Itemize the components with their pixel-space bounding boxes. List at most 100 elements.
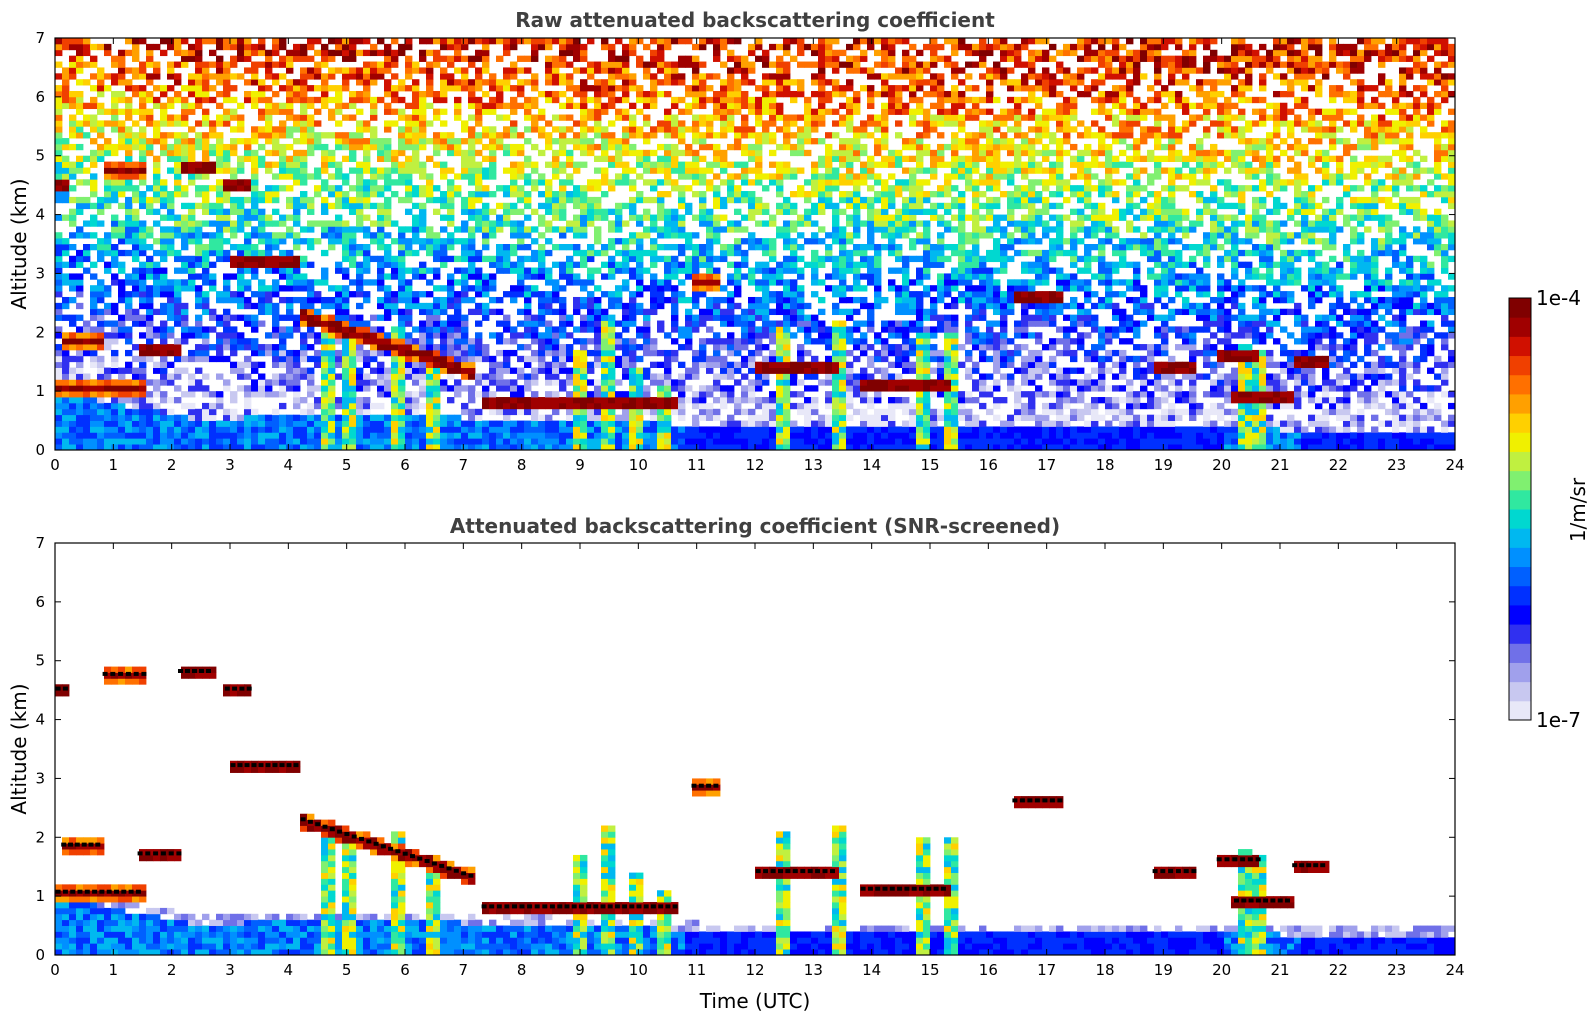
heatmap-cell [335, 238, 343, 245]
heatmap-cell [531, 338, 539, 345]
heatmap-cell [594, 114, 602, 121]
heatmap-cell [566, 414, 574, 421]
heatmap-cell [762, 432, 770, 439]
heatmap-cell [174, 296, 182, 304]
heatmap-cell [321, 149, 329, 157]
heatmap-cell [342, 67, 350, 74]
heatmap-cell [552, 173, 560, 180]
heatmap-cell [580, 226, 588, 233]
heatmap-cell [650, 308, 658, 316]
heatmap-cell [657, 49, 665, 57]
heatmap-cell [279, 55, 287, 62]
heatmap-cell [629, 320, 637, 327]
heatmap-cell [657, 155, 665, 162]
heatmap-cell [342, 373, 350, 380]
heatmap-cell [349, 49, 357, 57]
heatmap-cell [139, 397, 147, 404]
heatmap-cell [174, 114, 182, 121]
heatmap-cell [608, 73, 616, 80]
heatmap-cell [125, 349, 133, 357]
heatmap-cell [657, 361, 665, 368]
heatmap-cell [545, 267, 553, 274]
heatmap-cell [636, 261, 644, 268]
heatmap-cell [174, 385, 182, 392]
heatmap-cell [629, 255, 637, 263]
heatmap-cell [293, 49, 301, 57]
heatmap-cell [692, 314, 700, 321]
heatmap-cell [398, 296, 406, 304]
heatmap-cell [615, 73, 623, 80]
heatmap-cell [475, 138, 483, 145]
heatmap-cell [426, 379, 434, 386]
heatmap-cell [461, 202, 469, 210]
heatmap-cell [734, 108, 742, 115]
heatmap-cell [90, 344, 98, 351]
heatmap-cell [678, 291, 686, 298]
heatmap-cell [489, 85, 497, 92]
heatmap-cell [293, 55, 301, 62]
heatmap-cell [209, 85, 217, 92]
heatmap-cell [573, 55, 581, 62]
heatmap-cell [671, 397, 679, 404]
heatmap-cell [433, 90, 441, 98]
heatmap-cell [468, 385, 476, 392]
heatmap-cell [286, 202, 294, 210]
heatmap-cell [377, 167, 385, 174]
heatmap-cell [181, 402, 189, 410]
heatmap-cell [146, 261, 154, 268]
heatmap-cell [426, 332, 434, 339]
heatmap-cell [713, 414, 721, 421]
heatmap-cell [664, 43, 672, 51]
heatmap-cell [629, 114, 637, 121]
heatmap-cell [202, 420, 210, 427]
heatmap-cell [447, 314, 455, 321]
heatmap-cell [671, 296, 679, 304]
heatmap-cell [377, 173, 385, 180]
heatmap-cell [587, 408, 595, 416]
heatmap-cell [664, 61, 672, 68]
heatmap-cell [391, 332, 399, 339]
heatmap-cell [433, 255, 441, 263]
heatmap-cell [139, 361, 147, 368]
heatmap-cell [62, 402, 70, 410]
heatmap-cell [545, 279, 553, 286]
heatmap-cell [608, 143, 616, 151]
heatmap-cell [195, 320, 203, 327]
heatmap-cell [377, 155, 385, 162]
heatmap-cell [524, 361, 532, 368]
heatmap-cell [538, 308, 546, 316]
heatmap-cell [195, 367, 203, 374]
heatmap-cell [608, 96, 616, 104]
heatmap-cell [188, 432, 196, 439]
heatmap-cell [594, 402, 602, 410]
heatmap-cell [545, 143, 553, 151]
heatmap-cell [531, 226, 539, 233]
heatmap-cell [475, 285, 483, 292]
heatmap-cell [706, 408, 714, 416]
heatmap-cell [517, 191, 525, 198]
heatmap-cell [62, 302, 70, 310]
heatmap-cell [335, 202, 343, 210]
heatmap-cell [573, 161, 581, 168]
heatmap-cell [265, 261, 273, 268]
heatmap-cell [580, 149, 588, 157]
heatmap-cell [342, 238, 350, 245]
heatmap-cell [433, 349, 441, 357]
heatmap-cell [279, 155, 287, 162]
heatmap-cell [384, 43, 392, 51]
heatmap-cell [125, 426, 133, 433]
heatmap-cell [244, 432, 252, 439]
heatmap-cell [405, 296, 413, 304]
heatmap-cell [188, 102, 196, 110]
heatmap-cell [531, 43, 539, 51]
heatmap-cell [237, 373, 245, 380]
heatmap-cell [489, 285, 497, 292]
heatmap-cell [580, 220, 588, 227]
heatmap-cell [643, 308, 651, 316]
heatmap-cell [489, 432, 497, 439]
heatmap-cell [769, 397, 777, 404]
heatmap-cell [125, 214, 133, 221]
heatmap-cell [104, 373, 112, 380]
heatmap-cell [447, 238, 455, 245]
heatmap-cell [146, 332, 154, 339]
